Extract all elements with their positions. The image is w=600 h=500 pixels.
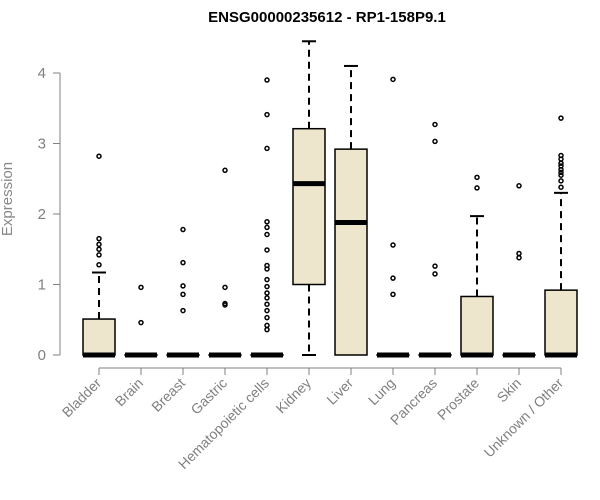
y-tick-label: 1 — [38, 277, 46, 294]
box-iqr — [460, 295, 494, 356]
outlier-point — [264, 314, 270, 321]
box-liver — [334, 64, 368, 356]
y-tick-label: 4 — [38, 65, 46, 82]
box-lung — [376, 76, 410, 358]
outlier-point — [390, 76, 396, 83]
outlier-point — [222, 300, 228, 307]
outlier-point — [264, 326, 270, 333]
x-tick-label: Skin — [494, 375, 525, 406]
outlier-point — [432, 263, 438, 269]
box-prostate — [460, 174, 494, 358]
outlier-point — [432, 138, 438, 145]
box-brain — [124, 284, 158, 358]
outlier-point — [96, 153, 102, 159]
box-pancreas — [418, 121, 452, 358]
outlier-point — [474, 185, 480, 191]
outlier-point — [264, 145, 270, 152]
x-tick-label: Bladder — [59, 375, 105, 421]
outlier-point — [558, 172, 564, 178]
x-tick-label: Kidney — [273, 375, 315, 417]
x-tick-label: Unknown / Other — [481, 375, 567, 461]
outlier-point — [474, 174, 480, 181]
outlier-point — [264, 276, 270, 283]
x-tick-label: Pancreas — [387, 375, 440, 428]
box-iqr — [334, 148, 368, 356]
outlier-point — [516, 183, 522, 189]
outlier-point — [390, 275, 396, 281]
outlier-point — [264, 283, 270, 290]
x-tick-label: Brain — [112, 375, 146, 409]
box-hematopoietic-cells — [250, 77, 284, 358]
outlier-point — [390, 291, 396, 298]
outlier-point — [96, 235, 102, 242]
outlier-point — [516, 254, 522, 261]
outlier-point — [222, 284, 228, 291]
outlier-point — [264, 307, 270, 314]
outlier-point — [180, 291, 186, 298]
y-tick-label: 3 — [38, 136, 46, 153]
outlier-point — [558, 169, 564, 176]
box-kidney — [292, 40, 326, 356]
x-tick-label: Liver — [323, 375, 356, 408]
chart-title: ENSG00000235612 - RP1-158P9.1 — [208, 9, 446, 26]
outlier-point — [432, 121, 438, 128]
outlier-point — [264, 111, 270, 118]
outlier-point — [264, 262, 270, 269]
outlier-point — [264, 231, 270, 238]
outlier-point — [138, 284, 144, 291]
x-tick-label: Prostate — [434, 375, 482, 423]
outlier-point — [180, 307, 186, 314]
outlier-point — [96, 246, 102, 252]
outlier-point — [264, 322, 270, 329]
outlier-point — [180, 283, 186, 289]
outlier-point — [558, 178, 564, 184]
box-skin — [502, 183, 536, 358]
outlier-point — [558, 115, 564, 121]
outlier-point — [222, 167, 228, 174]
box-gastric — [208, 167, 242, 358]
outlier-point — [264, 219, 270, 225]
y-tick-label: 0 — [38, 347, 46, 364]
outlier-point — [558, 152, 564, 159]
outlier-point — [558, 160, 564, 166]
outlier-point — [180, 226, 186, 233]
x-tick-label: Breast — [148, 375, 188, 415]
outlier-point — [516, 250, 522, 257]
box-unknown-other — [544, 115, 578, 358]
outlier-point — [96, 241, 102, 248]
y-axis: 0 1 2 3 4 — [38, 65, 61, 364]
outlier-point — [432, 271, 438, 277]
y-axis-label: Expression — [0, 162, 16, 236]
outlier-point — [558, 163, 564, 169]
outlier-point — [264, 247, 270, 253]
outlier-point — [138, 319, 144, 326]
outlier-point — [96, 262, 102, 268]
outlier-point — [264, 77, 270, 83]
outlier-point — [96, 252, 102, 258]
outlier-point — [558, 184, 564, 190]
outlier-point — [390, 242, 396, 248]
outlier-point — [180, 259, 186, 266]
box-breast — [166, 226, 200, 358]
box-bladder — [82, 153, 116, 358]
y-tick-label: 2 — [38, 206, 46, 223]
box-iqr — [82, 318, 116, 356]
box-iqr — [544, 289, 578, 356]
box-iqr — [292, 127, 326, 286]
outlier-point — [264, 224, 270, 231]
boxes-group — [82, 40, 578, 358]
x-tick-label: Lung — [365, 375, 398, 408]
outlier-point — [264, 295, 270, 301]
outlier-point — [264, 290, 270, 296]
outlier-point — [264, 301, 270, 307]
